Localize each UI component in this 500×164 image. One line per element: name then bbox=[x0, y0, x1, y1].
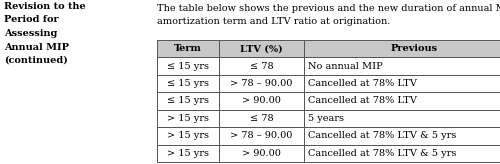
Bar bbox=[219, 110, 304, 127]
Bar bbox=[304, 57, 500, 75]
Bar bbox=[157, 57, 219, 75]
Bar bbox=[304, 75, 500, 92]
Bar bbox=[219, 40, 304, 57]
Text: ≤ 78: ≤ 78 bbox=[250, 114, 274, 123]
Text: > 15 yrs: > 15 yrs bbox=[167, 114, 209, 123]
Text: > 78 – 90.00: > 78 – 90.00 bbox=[230, 131, 292, 140]
Text: > 90.00: > 90.00 bbox=[242, 149, 281, 158]
Text: > 15 yrs: > 15 yrs bbox=[167, 131, 209, 140]
Text: Cancelled at 78% LTV: Cancelled at 78% LTV bbox=[308, 96, 417, 105]
Bar bbox=[219, 75, 304, 92]
Text: > 78 – 90.00: > 78 – 90.00 bbox=[230, 79, 292, 88]
Text: ≤ 15 yrs: ≤ 15 yrs bbox=[167, 79, 209, 88]
Text: Cancelled at 78% LTV & 5 yrs: Cancelled at 78% LTV & 5 yrs bbox=[308, 149, 456, 158]
Bar bbox=[219, 92, 304, 110]
Text: Period for: Period for bbox=[4, 16, 59, 24]
Text: No annual MIP: No annual MIP bbox=[308, 62, 383, 71]
Text: amortization term and LTV ratio at origination.: amortization term and LTV ratio at origi… bbox=[157, 18, 390, 27]
Bar bbox=[219, 57, 304, 75]
Bar bbox=[304, 127, 500, 145]
Text: Cancelled at 78% LTV: Cancelled at 78% LTV bbox=[308, 79, 417, 88]
Bar bbox=[157, 127, 219, 145]
Bar bbox=[157, 92, 219, 110]
Text: Term: Term bbox=[174, 44, 202, 53]
Bar bbox=[219, 145, 304, 162]
Text: > 15 yrs: > 15 yrs bbox=[167, 149, 209, 158]
Text: (continued): (continued) bbox=[4, 56, 68, 65]
Text: Assessing: Assessing bbox=[4, 29, 58, 38]
Text: > 90.00: > 90.00 bbox=[242, 96, 281, 105]
Text: 5 years: 5 years bbox=[308, 114, 344, 123]
Bar bbox=[304, 92, 500, 110]
Bar bbox=[157, 75, 219, 92]
Bar bbox=[304, 110, 500, 127]
Bar bbox=[157, 110, 219, 127]
Text: LTV (%): LTV (%) bbox=[240, 44, 283, 53]
Text: Cancelled at 78% LTV & 5 yrs: Cancelled at 78% LTV & 5 yrs bbox=[308, 131, 456, 140]
Bar bbox=[304, 40, 500, 57]
Bar bbox=[157, 40, 219, 57]
Text: ≤ 78: ≤ 78 bbox=[250, 62, 274, 71]
Text: Annual MIP: Annual MIP bbox=[4, 42, 69, 51]
Text: Revision to the: Revision to the bbox=[4, 2, 86, 11]
Bar bbox=[157, 145, 219, 162]
Text: The table below shows the previous and the new duration of annual MIP by: The table below shows the previous and t… bbox=[157, 4, 500, 13]
Text: ≤ 15 yrs: ≤ 15 yrs bbox=[167, 96, 209, 105]
Text: Previous: Previous bbox=[390, 44, 438, 53]
Bar bbox=[219, 127, 304, 145]
Text: ≤ 15 yrs: ≤ 15 yrs bbox=[167, 62, 209, 71]
Bar bbox=[304, 145, 500, 162]
